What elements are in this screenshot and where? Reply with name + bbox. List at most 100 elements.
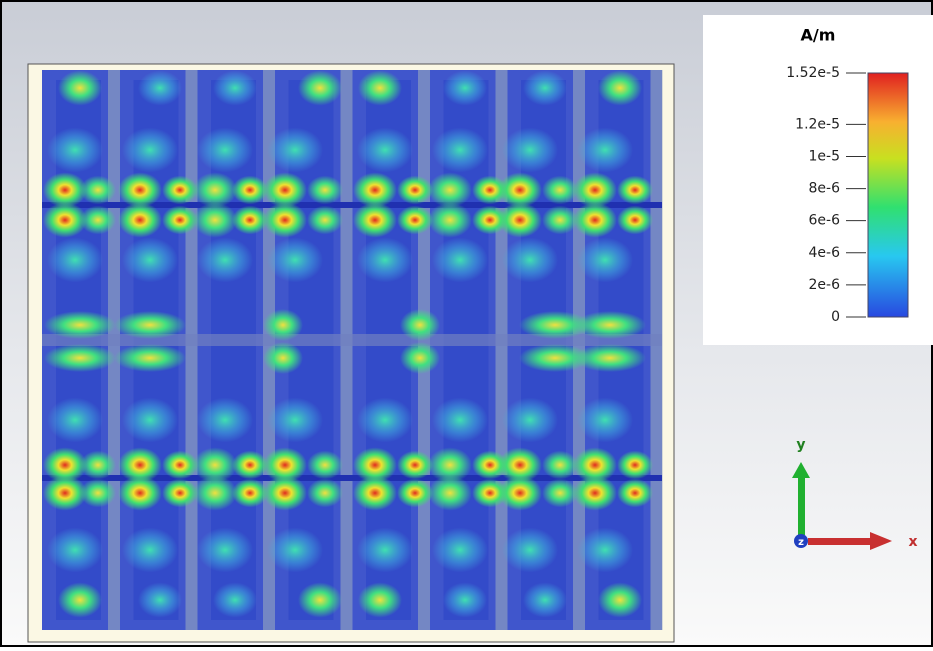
z-label: z <box>798 537 804 548</box>
hotspot <box>58 582 102 618</box>
hotspot <box>118 447 162 483</box>
hotspot <box>43 172 87 208</box>
hotspot <box>577 527 633 573</box>
hotspot <box>353 447 397 483</box>
hotspot <box>519 344 591 372</box>
hotspot <box>232 175 268 205</box>
colorbar-tick-label: 2e-6 <box>809 277 841 293</box>
hotspot <box>353 475 397 511</box>
hotspot <box>138 70 182 106</box>
hotspot <box>502 237 558 283</box>
hband <box>42 334 662 346</box>
hotspot <box>428 447 472 483</box>
hotspot <box>263 202 307 238</box>
hotspot <box>498 202 542 238</box>
strip <box>650 70 663 630</box>
hotspot <box>44 344 116 372</box>
hotspot <box>118 172 162 208</box>
hotspot <box>307 175 343 205</box>
hotspot <box>43 475 87 511</box>
hotspot <box>573 172 617 208</box>
colorbar-tick-label: 4e-6 <box>809 245 841 261</box>
hotspot <box>523 70 567 106</box>
hotspot <box>573 202 617 238</box>
hotspot <box>267 237 323 283</box>
hotspot <box>267 527 323 573</box>
hotspot <box>598 70 642 106</box>
hotspot <box>353 172 397 208</box>
hotspot <box>400 309 440 341</box>
hotspot <box>263 447 307 483</box>
hotspot <box>432 237 488 283</box>
hotspot <box>267 127 323 173</box>
field-plot <box>42 70 663 630</box>
hotspot <box>428 475 472 511</box>
hotspot <box>498 447 542 483</box>
hotspot <box>197 237 253 283</box>
hotspot <box>472 450 508 480</box>
y-arrow <box>798 475 805 535</box>
hotspot <box>542 205 578 235</box>
colorbar-tick-label: 0 <box>831 309 840 325</box>
hotspot <box>232 450 268 480</box>
y-arrow-head <box>792 462 810 478</box>
hotspot <box>263 342 303 374</box>
hotspot <box>428 202 472 238</box>
colorbar-tick-label: 6e-6 <box>809 213 841 229</box>
hotspot <box>617 175 653 205</box>
hotspot <box>472 175 508 205</box>
hotspot <box>502 127 558 173</box>
hotspot <box>357 237 413 283</box>
hotspot <box>357 527 413 573</box>
hotspot <box>397 450 433 480</box>
hband <box>42 202 662 208</box>
hotspot <box>298 70 342 106</box>
hotspot <box>617 205 653 235</box>
colorbar <box>867 72 909 318</box>
hotspot <box>80 175 116 205</box>
hotspot <box>428 172 472 208</box>
hotspot <box>43 447 87 483</box>
z-axis <box>794 534 808 548</box>
hotspot <box>47 127 103 173</box>
hotspot <box>542 478 578 508</box>
hotspot <box>118 475 162 511</box>
hotspot <box>114 311 186 339</box>
hotspot <box>574 344 646 372</box>
hotspot <box>502 397 558 443</box>
colorbar-tick-label: 1.52e-5 <box>786 65 840 81</box>
hotspot <box>298 582 342 618</box>
hotspot <box>472 205 508 235</box>
hotspot <box>213 70 257 106</box>
hotspot <box>232 478 268 508</box>
hotspot <box>472 478 508 508</box>
legend-unit: A/m <box>801 26 836 45</box>
hotspot <box>498 172 542 208</box>
hotspot <box>397 205 433 235</box>
hotspot <box>397 478 433 508</box>
hotspot <box>80 205 116 235</box>
hotspot <box>432 527 488 573</box>
hotspot <box>47 527 103 573</box>
hotspot <box>498 475 542 511</box>
hotspot <box>573 475 617 511</box>
hotspot <box>617 450 653 480</box>
hotspot <box>122 237 178 283</box>
hotspot <box>263 309 303 341</box>
hotspot <box>542 450 578 480</box>
hotspot <box>193 172 237 208</box>
hotspot <box>574 311 646 339</box>
hotspot <box>80 450 116 480</box>
hotspot <box>43 202 87 238</box>
x-arrow <box>808 538 873 545</box>
hotspot <box>197 397 253 443</box>
hotspot <box>307 205 343 235</box>
x-arrow-head <box>870 532 892 550</box>
hotspot <box>58 70 102 106</box>
hotspot <box>122 397 178 443</box>
hotspot <box>358 582 402 618</box>
hotspot <box>193 447 237 483</box>
hotspot <box>80 478 116 508</box>
strip <box>108 70 120 630</box>
